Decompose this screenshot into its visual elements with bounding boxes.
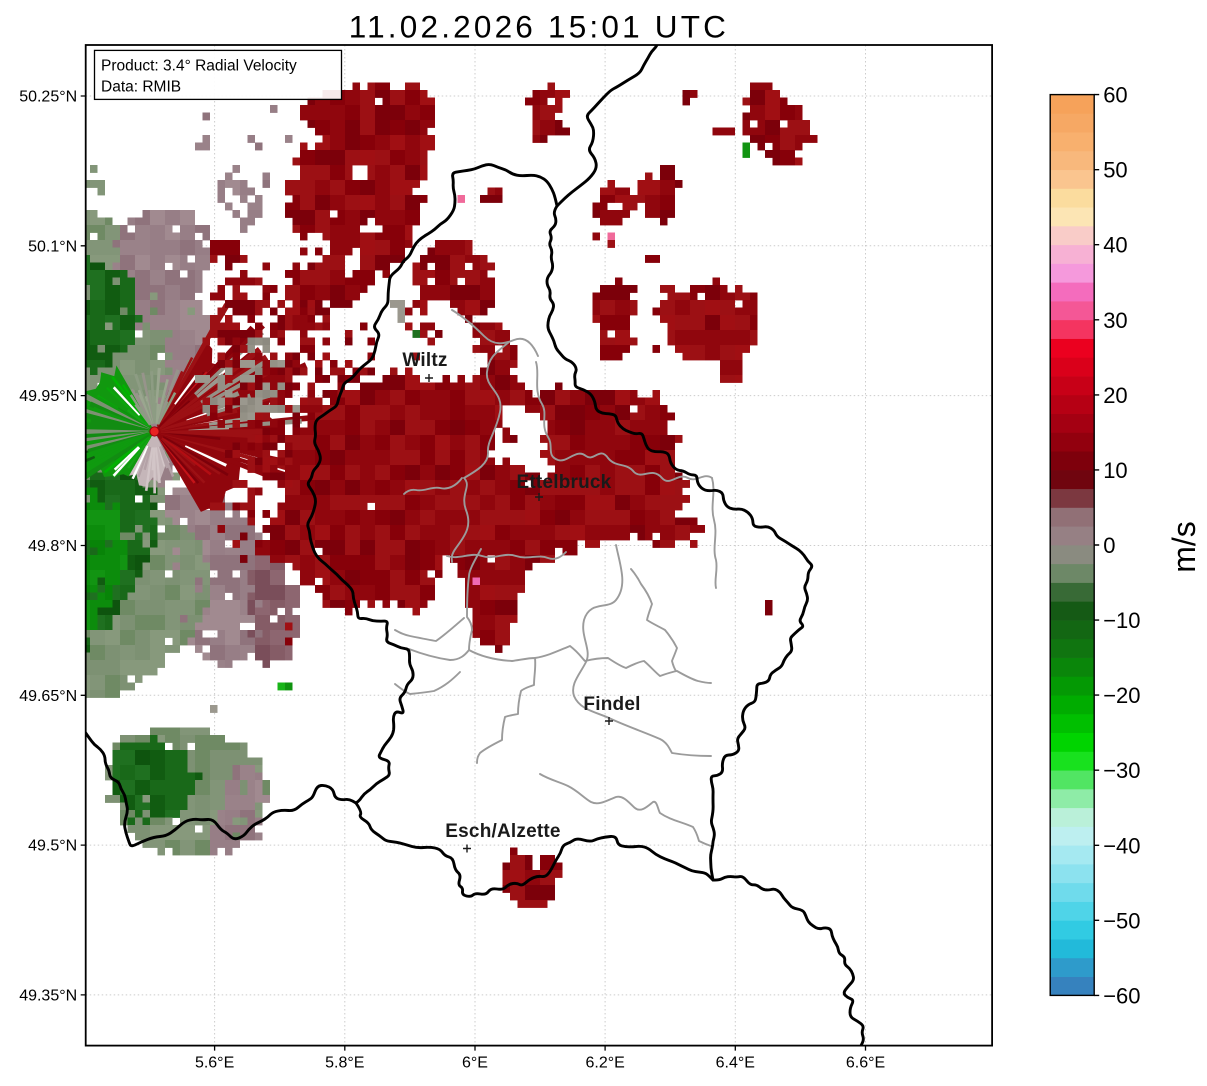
svg-text:11.02.2026 15:01 UTC: 11.02.2026 15:01 UTC xyxy=(349,9,729,45)
svg-text:−30: −30 xyxy=(1103,758,1140,783)
svg-text:60: 60 xyxy=(1103,83,1127,108)
svg-text:49.5°N: 49.5°N xyxy=(28,838,77,855)
svg-text:20: 20 xyxy=(1103,383,1127,408)
svg-text:49.35°N: 49.35°N xyxy=(19,987,77,1004)
svg-text:−20: −20 xyxy=(1103,683,1140,708)
svg-text:Ettelbruck: Ettelbruck xyxy=(517,472,612,493)
svg-text:6.4°E: 6.4°E xyxy=(716,1055,755,1072)
svg-text:m/s: m/s xyxy=(1166,521,1202,573)
svg-text:0: 0 xyxy=(1103,533,1115,558)
svg-text:5.8°E: 5.8°E xyxy=(325,1055,364,1072)
svg-text:10: 10 xyxy=(1103,458,1127,483)
svg-text:−10: −10 xyxy=(1103,608,1140,633)
svg-text:−40: −40 xyxy=(1103,833,1140,858)
svg-text:−60: −60 xyxy=(1103,983,1140,1008)
svg-text:5.6°E: 5.6°E xyxy=(195,1055,234,1072)
svg-text:Findel: Findel xyxy=(583,694,640,715)
svg-text:Data: RMIB: Data: RMIB xyxy=(101,79,181,96)
svg-text:Product: 3.4° Radial Velocity: Product: 3.4° Radial Velocity xyxy=(101,58,297,75)
svg-text:−50: −50 xyxy=(1103,908,1140,933)
svg-text:6°E: 6°E xyxy=(462,1055,488,1072)
svg-text:50.25°N: 50.25°N xyxy=(19,89,77,106)
svg-text:49.65°N: 49.65°N xyxy=(19,688,77,705)
svg-text:50.1°N: 50.1°N xyxy=(28,238,77,255)
svg-text:Wiltz: Wiltz xyxy=(402,350,447,371)
svg-text:30: 30 xyxy=(1103,308,1127,333)
svg-text:6.2°E: 6.2°E xyxy=(585,1055,624,1072)
svg-text:49.95°N: 49.95°N xyxy=(19,388,77,405)
svg-text:6.6°E: 6.6°E xyxy=(846,1055,885,1072)
svg-text:Esch/Alzette: Esch/Alzette xyxy=(445,821,560,842)
svg-text:50: 50 xyxy=(1103,158,1127,183)
svg-text:49.8°N: 49.8°N xyxy=(28,538,77,555)
svg-text:40: 40 xyxy=(1103,233,1127,258)
